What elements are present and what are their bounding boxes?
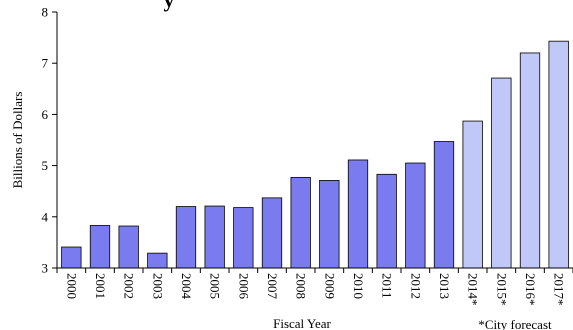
- bar-2009: [319, 180, 340, 269]
- x-tick-label: 2016*: [523, 273, 538, 306]
- bar-2015-forecast: [491, 77, 512, 269]
- bar-2007: [261, 197, 283, 269]
- y-tick-label: 3: [42, 261, 49, 276]
- bar-2003: [147, 252, 168, 269]
- x-tick-label: 2007: [265, 273, 280, 300]
- x-tick-label: 2010: [351, 273, 366, 299]
- x-axis-title: Fiscal Year: [273, 316, 331, 330]
- x-tick-label: 2000: [64, 273, 79, 299]
- bar-2006: [233, 207, 254, 269]
- bar-2008: [290, 176, 311, 269]
- x-tick-label: 2003: [150, 273, 165, 299]
- y-tick-label: 6: [42, 107, 49, 122]
- y-tick-label: 5: [42, 158, 49, 173]
- forecast-footnote: *City forecast: [478, 317, 552, 330]
- bar-2010: [347, 159, 369, 269]
- x-tick-label: 2012: [408, 273, 423, 299]
- y-tick-label: 4: [42, 209, 49, 224]
- y-tick-label: 8: [42, 5, 49, 20]
- bar-2016-forecast: [519, 52, 541, 269]
- x-tick-label: 2013: [437, 273, 452, 299]
- x-tick-label: 2015*: [494, 273, 509, 306]
- bar-2001: [89, 225, 111, 269]
- x-tick-label: 2014*: [466, 273, 481, 306]
- x-tick-label: 2008: [294, 273, 309, 299]
- x-tick-label: 2009: [322, 273, 337, 299]
- chart-title: y: [164, 0, 175, 12]
- x-tick-label: 2002: [122, 273, 137, 299]
- bar-2002: [118, 225, 139, 269]
- y-axis-title: Billions of Dollars: [10, 92, 25, 189]
- axes-group: 3 4 5 6 7 8 2000 2001 2002 2003 2004 2005 2006 2007 20…: [42, 5, 573, 306]
- bars-group: [61, 40, 569, 269]
- x-tick-label: 2001: [93, 273, 108, 299]
- bar-2005: [204, 205, 225, 269]
- y-tick-label: 7: [42, 56, 49, 71]
- bar-2011: [376, 173, 397, 269]
- bar-2012: [405, 162, 426, 269]
- x-tick-label: 2004: [179, 273, 194, 300]
- x-tick-label: 2011: [380, 273, 395, 299]
- bar-2017-forecast: [548, 40, 569, 269]
- x-tick-label: 2017*: [552, 273, 567, 306]
- x-tick-label: 2006: [236, 273, 251, 300]
- bar-2014-forecast: [462, 120, 483, 269]
- bar-2000: [61, 246, 82, 269]
- bar-2013: [433, 141, 455, 269]
- x-tick-label: 2005: [208, 273, 223, 299]
- bar-2004: [175, 206, 197, 269]
